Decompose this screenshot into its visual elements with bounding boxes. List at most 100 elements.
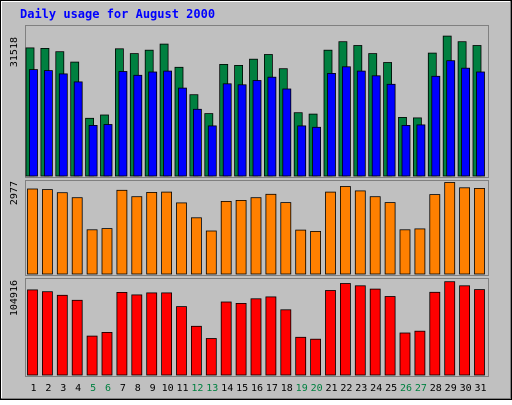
- files-bar-day-18: [282, 88, 292, 177]
- day-label-19: 19: [296, 383, 308, 394]
- visits-bar-day-12: [190, 217, 202, 275]
- visits-bar-day-5: [86, 229, 98, 275]
- day-label-30: 30: [460, 383, 472, 394]
- visits-bar-day-14: [220, 200, 232, 275]
- visits-bar-day-24: [369, 196, 381, 275]
- visits-bar-day-31: [474, 187, 485, 275]
- kbytes-bar-day-7: [116, 291, 128, 376]
- visits-bar-day-17: [265, 193, 277, 275]
- day-label-5: 5: [90, 383, 96, 394]
- kbytes-bar-day-4: [71, 299, 83, 376]
- visits-bar-day-3: [56, 192, 68, 275]
- visits-bar-day-26: [399, 229, 411, 275]
- day-label-21: 21: [325, 383, 337, 394]
- day-label-28: 28: [430, 383, 442, 394]
- visits-bar-day-23: [354, 190, 366, 275]
- day-label-15: 15: [236, 383, 248, 394]
- day-label-1: 1: [30, 383, 36, 394]
- kbytes-bar-day-25: [384, 296, 396, 376]
- day-label-22: 22: [340, 383, 352, 394]
- day-label-11: 11: [176, 383, 188, 394]
- kbytes-bar-day-11: [176, 306, 187, 376]
- visits-bar-day-16: [250, 197, 262, 275]
- files-bar-day-19: [297, 125, 307, 177]
- visits-bar-day-29: [444, 182, 456, 275]
- files-bar-day-2: [44, 70, 53, 177]
- files-bar-day-30: [461, 67, 471, 177]
- kbytes-bar-day-17: [265, 296, 277, 376]
- kbytes-bar-day-29: [444, 281, 456, 376]
- kbytes-bar-day-5: [86, 335, 98, 376]
- kbytes-bar-day-15: [235, 302, 247, 376]
- day-labels: 1 2 3 4 5 6 7 8 9 10 11 12 13 14 15 16 17 18 19 20 21 22 23 24 2…: [30, 383, 486, 394]
- files-bar-day-16: [252, 80, 262, 177]
- kbytes-bar-day-19: [295, 336, 307, 376]
- files-bar-day-28: [431, 75, 441, 177]
- visits-bar-day-30: [459, 187, 471, 275]
- kbytes-bar-day-3: [56, 294, 68, 376]
- day-label-7: 7: [120, 383, 126, 394]
- files-bar-day-9: [148, 71, 158, 177]
- kbytes-bar-day-2: [42, 291, 53, 376]
- day-label-26: 26: [400, 383, 412, 394]
- kbytes-bar-day-24: [369, 288, 381, 376]
- bars-layer: [25, 35, 485, 376]
- day-label-9: 9: [150, 383, 156, 394]
- day-label-18: 18: [281, 383, 293, 394]
- hits-axis-max-label: 31518: [9, 37, 20, 67]
- visits-bar-day-25: [384, 202, 396, 275]
- kbytes-bar-day-1: [27, 289, 38, 376]
- kbytes-bar-day-6: [101, 331, 113, 376]
- files-bar-day-21: [327, 73, 336, 177]
- visits-bar-day-11: [176, 202, 187, 275]
- visits-bar-day-1: [27, 188, 38, 275]
- kbytes-bar-day-31: [474, 289, 485, 376]
- files-bar-day-8: [133, 74, 143, 177]
- kbytes-bar-day-10: [161, 292, 173, 376]
- files-bar-day-10: [163, 70, 173, 177]
- day-label-16: 16: [251, 383, 263, 394]
- visits-bar-day-10: [161, 191, 173, 275]
- files-bar-day-1: [29, 69, 38, 177]
- visits-bar-day-27: [414, 228, 426, 275]
- files-bar-day-29: [446, 60, 456, 177]
- files-bar-day-12: [192, 108, 202, 177]
- visits-bar-day-15: [235, 199, 247, 275]
- visits-bar-day-21: [325, 191, 336, 275]
- day-label-13: 13: [206, 383, 218, 394]
- day-label-6: 6: [105, 383, 111, 394]
- visits-bar-day-19: [295, 229, 307, 275]
- files-bar-day-11: [178, 87, 187, 177]
- kbytes-axis-max-label: 104916: [9, 280, 20, 316]
- visits-bar-day-20: [310, 230, 322, 275]
- files-bar-day-23: [356, 70, 366, 177]
- day-label-2: 2: [45, 383, 51, 394]
- files-bar-day-6: [103, 124, 113, 177]
- kbytes-bar-day-12: [190, 325, 202, 376]
- files-bar-day-3: [58, 73, 68, 177]
- visits-bar-day-28: [429, 194, 441, 275]
- day-label-20: 20: [311, 383, 323, 394]
- day-label-31: 31: [474, 383, 486, 394]
- files-bar-day-7: [118, 71, 128, 177]
- day-label-23: 23: [355, 383, 367, 394]
- kbytes-bar-day-22: [339, 283, 351, 376]
- day-label-29: 29: [445, 383, 457, 394]
- kbytes-bar-day-13: [205, 338, 217, 376]
- files-bar-day-27: [416, 124, 426, 177]
- kbytes-bar-day-16: [250, 298, 262, 376]
- day-label-10: 10: [162, 383, 174, 394]
- visits-bar-day-9: [146, 191, 158, 275]
- kbytes-bar-day-8: [131, 294, 143, 376]
- files-bar-day-26: [401, 125, 411, 177]
- kbytes-bar-day-21: [325, 290, 336, 376]
- files-bar-day-31: [476, 71, 485, 177]
- files-bar-day-15: [237, 84, 247, 177]
- chart-title: Daily usage for August 2000: [20, 7, 215, 21]
- visits-bar-day-6: [101, 228, 113, 275]
- files-bar-day-17: [267, 76, 277, 177]
- kbytes-bar-day-23: [354, 285, 366, 376]
- day-label-27: 27: [415, 383, 427, 394]
- files-bar-day-5: [88, 125, 98, 177]
